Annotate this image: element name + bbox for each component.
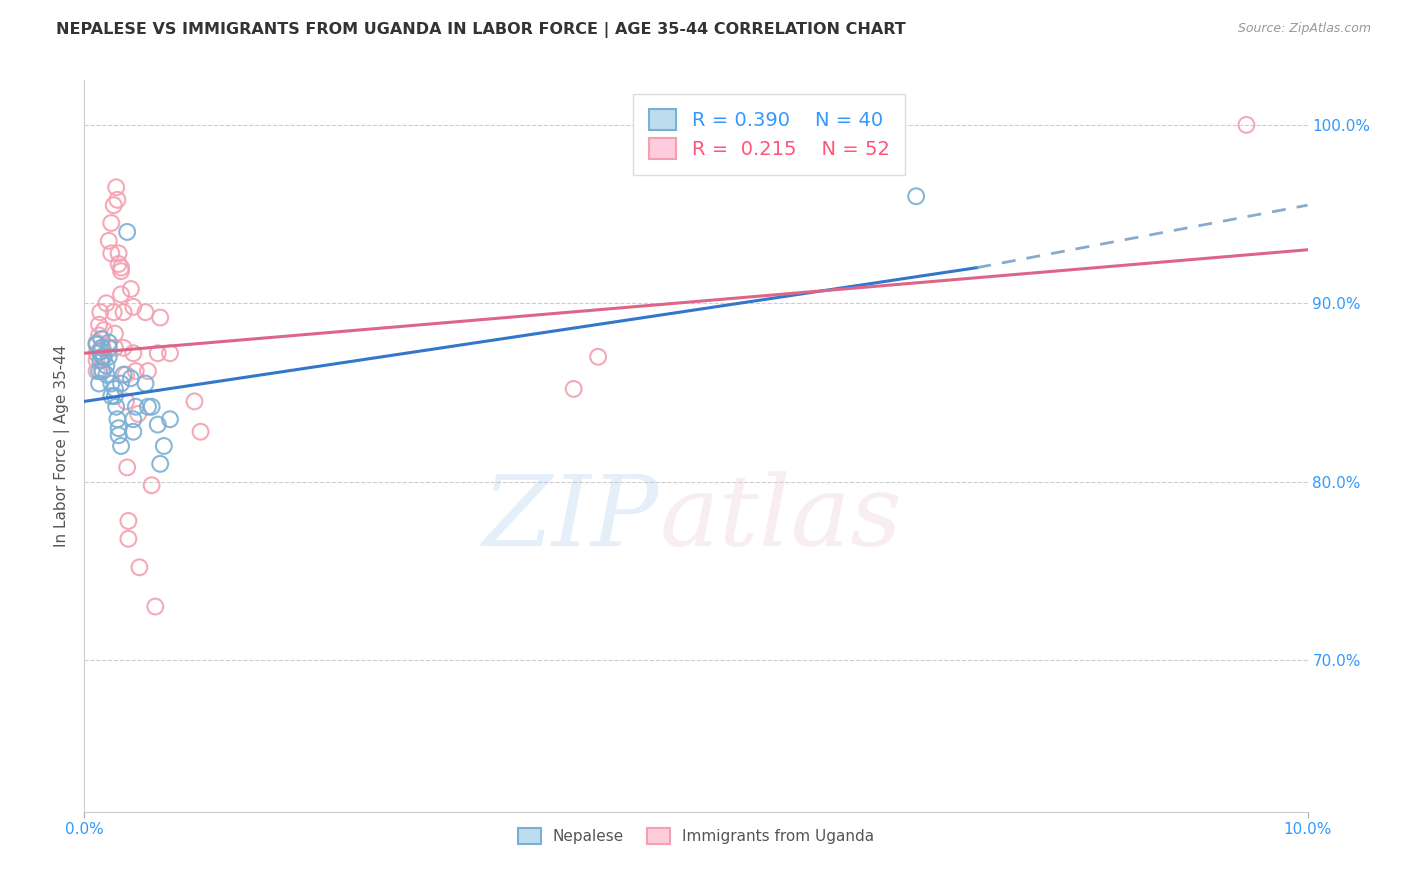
- Point: [146, 417, 169, 432]
- Point: [120, 371, 142, 385]
- Point: [115, 394, 138, 409]
- Point: [135, 305, 157, 319]
- Point: [1236, 118, 1258, 132]
- Point: [87, 376, 110, 391]
- Point: [87, 364, 110, 378]
- Point: [89, 353, 111, 368]
- Point: [91, 364, 114, 378]
- Point: [86, 364, 108, 378]
- Point: [103, 305, 125, 319]
- Point: [86, 353, 108, 368]
- Text: atlas: atlas: [659, 472, 903, 566]
- Point: [89, 305, 111, 319]
- Point: [97, 335, 120, 350]
- Point: [905, 189, 928, 203]
- Point: [112, 368, 135, 382]
- Point: [105, 412, 128, 426]
- Point: [104, 326, 127, 341]
- Legend: Nepalese, Immigrants from Uganda: Nepalese, Immigrants from Uganda: [510, 821, 882, 852]
- Point: [136, 364, 159, 378]
- Point: [86, 346, 108, 360]
- Point: [143, 599, 166, 614]
- Y-axis label: In Labor Force | Age 35-44: In Labor Force | Age 35-44: [55, 345, 70, 547]
- Point: [110, 376, 132, 391]
- Point: [90, 364, 112, 378]
- Point: [100, 376, 122, 391]
- Point: [96, 296, 118, 310]
- Point: [122, 425, 145, 439]
- Point: [89, 344, 111, 359]
- Point: [110, 439, 132, 453]
- Point: [100, 246, 122, 260]
- Point: [107, 428, 129, 442]
- Point: [86, 337, 108, 351]
- Point: [105, 180, 128, 194]
- Point: [117, 532, 139, 546]
- Point: [562, 382, 585, 396]
- Point: [115, 460, 138, 475]
- Point: [90, 341, 112, 355]
- Text: ZIP: ZIP: [484, 472, 659, 566]
- Point: [159, 412, 181, 426]
- Point: [107, 246, 129, 260]
- Point: [104, 382, 127, 396]
- Point: [107, 257, 129, 271]
- Point: [107, 421, 129, 435]
- Point: [117, 514, 139, 528]
- Point: [86, 337, 108, 351]
- Point: [97, 350, 120, 364]
- Point: [103, 198, 125, 212]
- Point: [87, 318, 110, 332]
- Point: [100, 216, 122, 230]
- Text: NEPALESE VS IMMIGRANTS FROM UGANDA IN LABOR FORCE | AGE 35-44 CORRELATION CHART: NEPALESE VS IMMIGRANTS FROM UGANDA IN LA…: [56, 22, 905, 38]
- Point: [104, 389, 127, 403]
- Point: [122, 300, 145, 314]
- Point: [127, 407, 149, 421]
- Point: [586, 350, 609, 364]
- Point: [141, 478, 163, 492]
- Point: [91, 350, 114, 364]
- Point: [89, 344, 111, 359]
- Point: [125, 364, 148, 378]
- Point: [112, 341, 135, 355]
- Point: [112, 305, 135, 319]
- Point: [100, 389, 122, 403]
- Point: [93, 323, 115, 337]
- Point: [125, 400, 148, 414]
- Point: [183, 394, 205, 409]
- Text: Source: ZipAtlas.com: Source: ZipAtlas.com: [1237, 22, 1371, 36]
- Point: [91, 341, 114, 355]
- Point: [149, 457, 172, 471]
- Point: [97, 234, 120, 248]
- Point: [86, 335, 108, 350]
- Point: [96, 368, 118, 382]
- Point: [104, 341, 127, 355]
- Point: [115, 368, 138, 382]
- Point: [149, 310, 172, 325]
- Point: [105, 193, 128, 207]
- Point: [90, 350, 112, 364]
- Point: [110, 287, 132, 301]
- Point: [97, 341, 120, 355]
- Point: [110, 260, 132, 275]
- Point: [110, 264, 132, 278]
- Point: [128, 560, 150, 574]
- Point: [136, 400, 159, 414]
- Point: [141, 400, 163, 414]
- Point: [120, 282, 142, 296]
- Point: [90, 332, 112, 346]
- Point: [159, 346, 181, 360]
- Point: [96, 359, 118, 373]
- Point: [153, 439, 176, 453]
- Point: [135, 376, 157, 391]
- Point: [93, 350, 115, 364]
- Point: [105, 400, 128, 414]
- Point: [146, 346, 169, 360]
- Point: [115, 225, 138, 239]
- Point: [122, 412, 145, 426]
- Point: [190, 425, 212, 439]
- Point: [87, 328, 110, 343]
- Point: [122, 346, 145, 360]
